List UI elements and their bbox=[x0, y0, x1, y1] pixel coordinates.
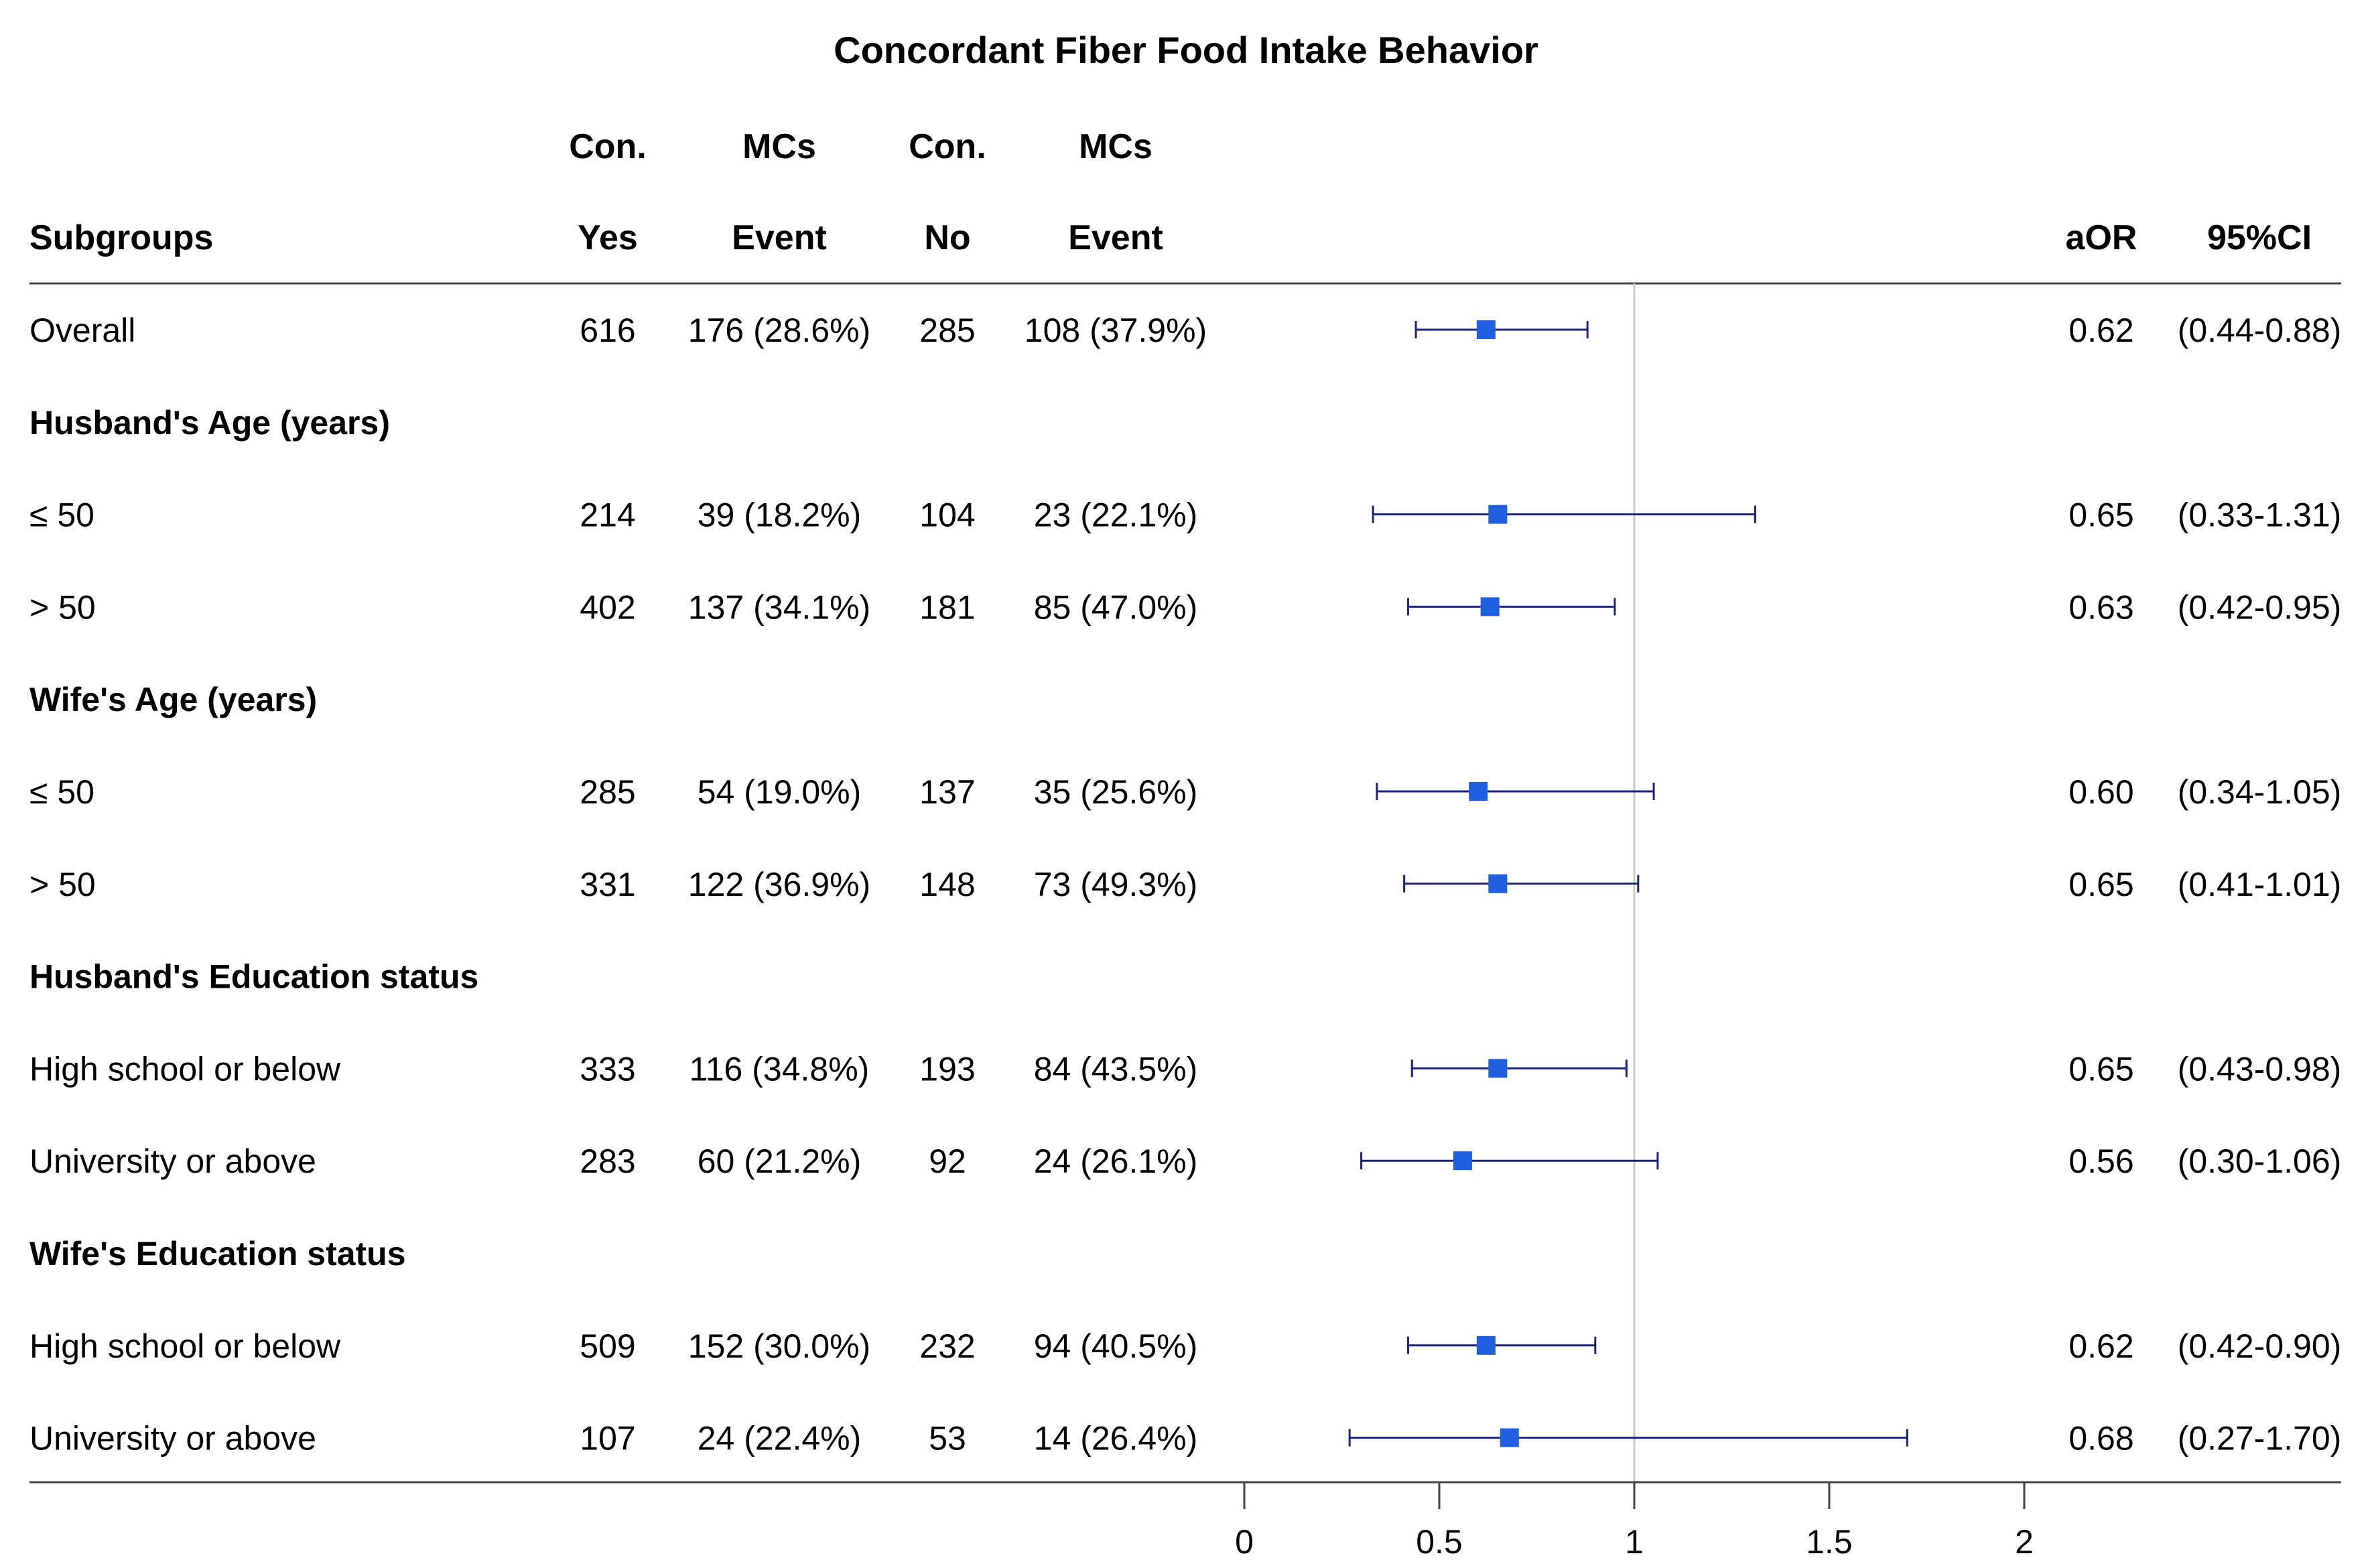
row-label: High school or below bbox=[29, 1327, 341, 1365]
cell-con-yes: 283 bbox=[580, 1142, 635, 1180]
x-tick-label: 0 bbox=[1235, 1523, 1254, 1561]
header-mcs-yes-event: Event bbox=[732, 218, 827, 257]
row-label: Overall bbox=[29, 312, 135, 349]
row-label: University or above bbox=[29, 1420, 316, 1457]
cell-mcs-yes-event: 152 (30.0%) bbox=[688, 1327, 870, 1365]
cell-mcs-no-event: 84 (43.5%) bbox=[1034, 1050, 1198, 1088]
cell-mcs-yes-event: 24 (22.4%) bbox=[698, 1420, 862, 1457]
header-ci: 95%CI bbox=[2207, 218, 2312, 257]
x-tick-label: 2 bbox=[2015, 1523, 2034, 1561]
cell-con-yes: 402 bbox=[580, 588, 635, 626]
cell-con-yes: 509 bbox=[580, 1327, 635, 1365]
group-label: Wife's Education status bbox=[29, 1235, 406, 1272]
cell-aor: 0.65 bbox=[2068, 497, 2133, 534]
cell-mcs-no-event: 35 (25.6%) bbox=[1034, 773, 1198, 811]
x-tick-label: 0.5 bbox=[1416, 1523, 1463, 1561]
cell-mcs-yes-event: 116 (34.8%) bbox=[689, 1050, 870, 1088]
cell-con-no: 232 bbox=[919, 1327, 975, 1365]
cell-aor: 0.62 bbox=[2068, 1327, 2133, 1365]
cell-con-no: 92 bbox=[929, 1142, 966, 1180]
cell-ci: (0.43-0.98) bbox=[2178, 1050, 2342, 1088]
cell-mcs-yes-event: 39 (18.2%) bbox=[698, 497, 862, 534]
cell-aor: 0.68 bbox=[2068, 1420, 2133, 1457]
x-axis: 0 0.5 1 1.5 2 bbox=[1235, 1481, 2034, 1561]
aor-marker bbox=[1476, 1335, 1496, 1355]
row-label: ≤ 50 bbox=[29, 773, 94, 811]
cell-ci: (0.33-1.31) bbox=[2178, 497, 2342, 534]
rows-layer: Overall 616 176 (28.6%) 285 108 (37.9%) 0.62 (… bbox=[29, 283, 2341, 1482]
header-mcs-no-top: MCs bbox=[1079, 127, 1152, 166]
cell-ci: (0.42-0.90) bbox=[2178, 1327, 2342, 1365]
aor-marker bbox=[1453, 1151, 1472, 1171]
cell-ci: (0.41-1.01) bbox=[2178, 866, 2342, 903]
header-aor: aOR bbox=[2066, 218, 2137, 257]
aor-marker bbox=[1488, 1059, 1508, 1078]
aor-marker bbox=[1488, 874, 1508, 893]
cell-con-no: 148 bbox=[919, 866, 975, 903]
header-subgroups: Subgroups bbox=[29, 218, 213, 257]
row-label: High school or below bbox=[29, 1050, 341, 1088]
x-tick-label: 1 bbox=[1625, 1523, 1644, 1561]
cell-con-yes: 285 bbox=[580, 773, 635, 811]
cell-mcs-no-event: 85 (47.0%) bbox=[1034, 588, 1198, 626]
x-tick-label: 1.5 bbox=[1806, 1523, 1853, 1561]
cell-aor: 0.56 bbox=[2068, 1142, 2133, 1180]
cell-con-yes: 331 bbox=[580, 866, 635, 903]
cell-aor: 0.60 bbox=[2068, 773, 2133, 811]
header-con-no: No bbox=[924, 218, 970, 257]
row-label: University or above bbox=[29, 1142, 316, 1180]
cell-mcs-yes-event: 176 (28.6%) bbox=[688, 312, 870, 349]
aor-marker bbox=[1476, 320, 1496, 339]
cell-ci: (0.30-1.06) bbox=[2178, 1142, 2342, 1180]
header-mcs-no-event: Event bbox=[1068, 218, 1163, 257]
cell-mcs-no-event: 94 (40.5%) bbox=[1034, 1327, 1198, 1365]
cell-con-yes: 616 bbox=[580, 312, 635, 349]
cell-ci: (0.44-0.88) bbox=[2178, 312, 2342, 349]
row-label: > 50 bbox=[29, 866, 96, 903]
aor-marker bbox=[1488, 505, 1508, 524]
aor-marker bbox=[1500, 1428, 1519, 1447]
header-con-yes: Yes bbox=[578, 218, 638, 257]
header-con-no-top: Con. bbox=[909, 127, 986, 166]
header-mcs-yes-top: MCs bbox=[742, 127, 816, 166]
cell-mcs-no-event: 73 (49.3%) bbox=[1034, 866, 1198, 903]
chart-title: Concordant Fiber Food Intake Behavior bbox=[834, 29, 1538, 71]
cell-mcs-no-event: 14 (26.4%) bbox=[1034, 1420, 1198, 1457]
cell-mcs-no-event: 108 (37.9%) bbox=[1025, 312, 1207, 349]
cell-mcs-yes-event: 54 (19.0%) bbox=[698, 773, 862, 811]
cell-con-no: 104 bbox=[919, 497, 975, 534]
cell-con-no: 53 bbox=[929, 1420, 966, 1457]
cell-con-no: 285 bbox=[919, 312, 975, 349]
cell-mcs-no-event: 23 (22.1%) bbox=[1034, 497, 1198, 534]
cell-mcs-no-event: 24 (26.1%) bbox=[1034, 1142, 1198, 1180]
cell-ci: (0.34-1.05) bbox=[2178, 773, 2342, 811]
header-con-yes-top: Con. bbox=[569, 127, 647, 166]
cell-con-yes: 214 bbox=[580, 497, 635, 534]
cell-mcs-yes-event: 137 (34.1%) bbox=[688, 588, 870, 626]
cell-con-yes: 333 bbox=[580, 1050, 635, 1088]
group-label: Husband's Age (years) bbox=[29, 404, 390, 442]
cell-aor: 0.65 bbox=[2068, 866, 2133, 903]
row-label: ≤ 50 bbox=[29, 497, 94, 534]
group-label: Wife's Age (years) bbox=[29, 681, 317, 718]
cell-ci: (0.42-0.95) bbox=[2178, 588, 2342, 626]
aor-marker bbox=[1480, 597, 1500, 616]
cell-mcs-yes-event: 60 (21.2%) bbox=[698, 1142, 862, 1180]
cell-con-no: 137 bbox=[919, 773, 975, 811]
cell-con-no: 181 bbox=[919, 588, 975, 626]
group-label: Husband's Education status bbox=[29, 958, 478, 996]
cell-ci: (0.27-1.70) bbox=[2178, 1420, 2342, 1457]
cell-aor: 0.62 bbox=[2068, 312, 2133, 349]
aor-marker bbox=[1469, 782, 1488, 801]
cell-con-no: 193 bbox=[919, 1050, 975, 1088]
row-label: > 50 bbox=[29, 588, 96, 626]
cell-mcs-yes-event: 122 (36.9%) bbox=[688, 866, 870, 903]
cell-aor: 0.63 bbox=[2068, 588, 2133, 626]
cell-aor: 0.65 bbox=[2068, 1050, 2133, 1088]
cell-con-yes: 107 bbox=[580, 1420, 635, 1457]
